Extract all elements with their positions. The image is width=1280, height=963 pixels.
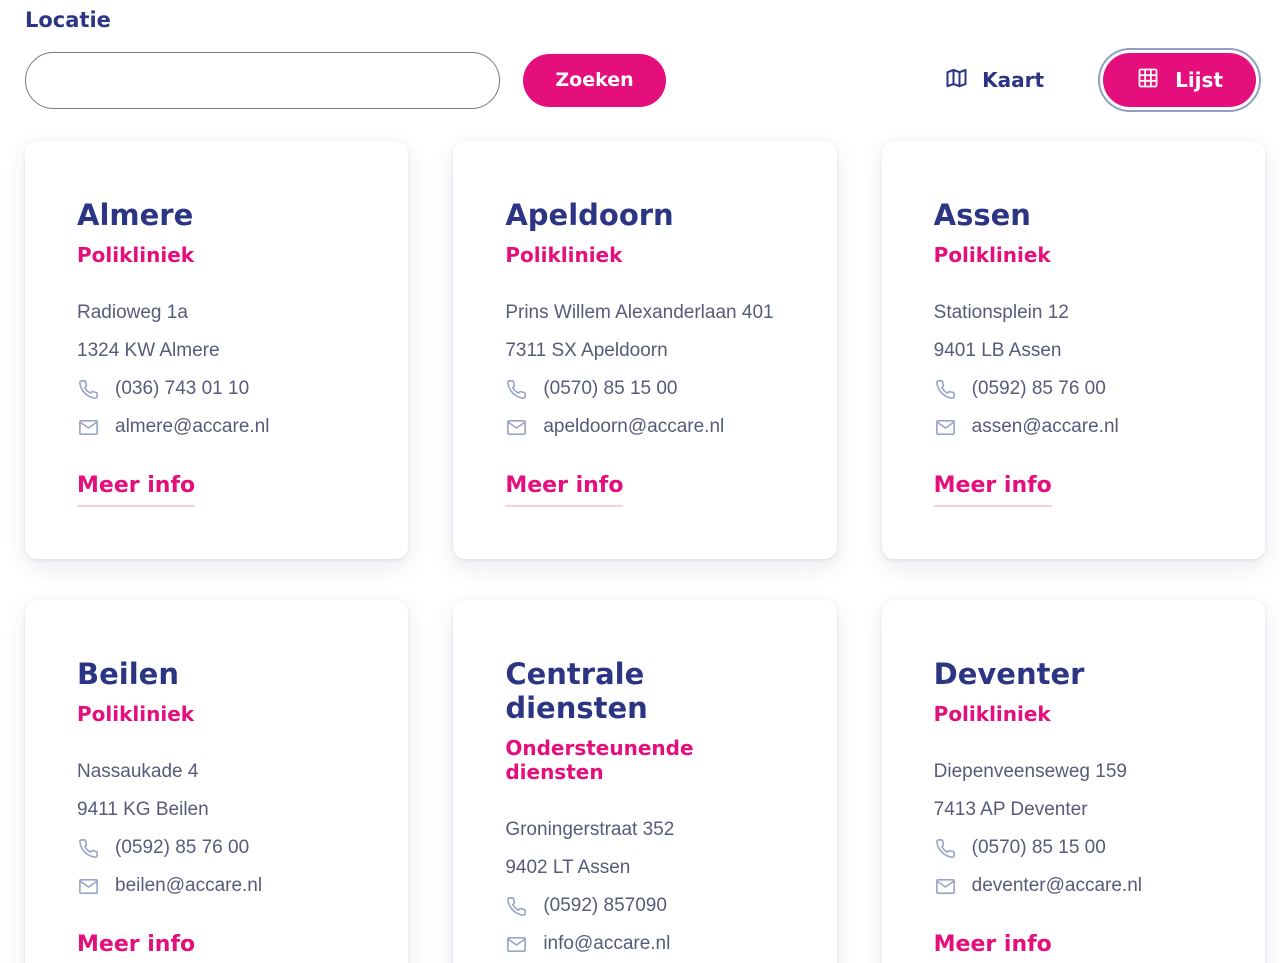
location-address: Radioweg 1a 1324 KW Almere	[77, 294, 362, 370]
address-line: Diepenveenseweg 159	[933, 761, 1127, 782]
location-email[interactable]: almere@accare.nl	[115, 416, 270, 437]
map-toggle-label: Kaart	[982, 68, 1045, 92]
address-line: Nassaukade 4	[77, 761, 199, 782]
location-type: Polikliniek	[505, 243, 623, 267]
location-phone-row: (0570) 85 15 00	[505, 370, 790, 408]
location-email[interactable]: apeldoorn@accare.nl	[543, 416, 725, 437]
location-phone-row: (0592) 85 76 00	[77, 829, 362, 867]
email-icon	[505, 416, 528, 439]
location-card: Centrale diensten Ondersteunende dienste…	[453, 600, 837, 963]
more-info-link[interactable]: Meer info	[505, 473, 624, 507]
address-line: 1324 KW Almere	[77, 340, 220, 361]
address-line: Groningerstraat 352	[505, 819, 675, 840]
address-line: 9411 KG Beilen	[77, 799, 209, 820]
location-name: Centrale diensten	[505, 657, 648, 725]
address-line: 9402 LT Assen	[505, 857, 631, 878]
location-email[interactable]: deventer@accare.nl	[971, 875, 1142, 896]
location-card: Beilen Polikliniek Nassaukade 4 9411 KG B…	[25, 600, 409, 963]
address-line: 7311 SX Apeldoorn	[505, 340, 668, 361]
location-phone-row: (036) 743 01 10	[77, 370, 362, 408]
location-name: Beilen	[77, 657, 179, 691]
location-phone[interactable]: (0592) 857090	[543, 895, 667, 916]
list-toggle-label: Lijst	[1175, 68, 1223, 92]
location-type: Ondersteunende diensten	[505, 736, 694, 784]
location-phone[interactable]: (036) 743 01 10	[115, 378, 250, 399]
location-address: Stationsplein 12 9401 LB Assen	[934, 294, 1219, 370]
location-card: Almere Polikliniek Radioweg 1a 1324 KW Al…	[25, 141, 409, 559]
email-icon	[934, 416, 957, 439]
location-address: Groningerstraat 352 9402 LT Assen	[505, 811, 790, 887]
location-email-row: assen@accare.nl	[934, 408, 1219, 446]
location-phone-row: (0592) 85 76 00	[934, 370, 1219, 408]
address-line: 7413 AP Deventer	[933, 799, 1088, 820]
location-email-row: beilen@accare.nl	[77, 867, 362, 905]
more-info-link[interactable]: Meer info	[933, 473, 1052, 507]
more-info-link[interactable]: Meer info	[934, 932, 1052, 963]
address-line: Prins Willem Alexanderlaan 401	[505, 302, 774, 323]
phone-icon	[934, 837, 957, 860]
location-address: Nassaukade 4 9411 KG Beilen	[77, 753, 362, 829]
locations-grid: Almere Polikliniek Radioweg 1a 1324 KW Al…	[25, 141, 1265, 963]
more-info-link[interactable]: Meer info	[77, 473, 196, 507]
more-info-link[interactable]: Meer info	[77, 932, 195, 963]
location-card: Apeldoorn Polikliniek Prins Willem Alexa…	[453, 141, 837, 559]
address-line: 9401 LB Assen	[933, 340, 1062, 361]
location-type: Polikliniek	[933, 702, 1051, 726]
location-email-row: deventer@accare.nl	[934, 867, 1219, 905]
location-email-row: almere@accare.nl	[77, 408, 362, 446]
email-icon	[934, 875, 957, 898]
location-name: Almere	[77, 198, 194, 232]
location-name: Deventer	[933, 657, 1085, 691]
location-type: Polikliniek	[77, 702, 195, 726]
location-email[interactable]: assen@accare.nl	[971, 416, 1119, 437]
location-card: Deventer Polikliniek Diepenveenseweg 159…	[881, 600, 1265, 963]
location-phone-row: (0592) 857090	[505, 887, 790, 925]
location-type: Polikliniek	[77, 243, 195, 267]
grid-icon	[1136, 66, 1160, 95]
location-phone[interactable]: (0570) 85 15 00	[971, 837, 1106, 858]
email-icon	[77, 875, 100, 898]
location-email[interactable]: beilen@accare.nl	[115, 875, 263, 896]
location-email[interactable]: info@accare.nl	[543, 933, 671, 954]
location-type: Polikliniek	[933, 243, 1051, 267]
location-card: Assen Polikliniek Stationsplein 12 9401 L…	[881, 141, 1265, 559]
location-phone[interactable]: (0592) 85 76 00	[115, 837, 250, 858]
phone-icon	[505, 895, 528, 918]
location-name: Assen	[933, 198, 1031, 232]
page-title: Locatie	[25, 8, 111, 32]
phone-icon	[934, 378, 957, 401]
email-icon	[505, 933, 528, 956]
phone-icon	[505, 378, 528, 401]
list-toggle-ring: Lijst	[1098, 48, 1261, 112]
location-email-row: apeldoorn@accare.nl	[505, 408, 790, 446]
location-phone[interactable]: (0592) 85 76 00	[971, 378, 1106, 399]
map-icon	[942, 66, 971, 95]
location-name: Apeldoorn	[505, 198, 674, 232]
phone-icon	[77, 378, 100, 401]
location-phone[interactable]: (0570) 85 15 00	[543, 378, 678, 399]
search-button[interactable]: Zoeken	[523, 53, 666, 107]
list-toggle-button[interactable]: Lijst	[1103, 53, 1256, 107]
map-toggle-button[interactable]: Kaart	[942, 66, 1044, 95]
location-address: Diepenveenseweg 159 7413 AP Deventer	[934, 753, 1219, 829]
search-controls: Zoeken Kaart Lijst	[25, 46, 1265, 114]
address-line: Stationsplein 12	[933, 302, 1069, 323]
search-input[interactable]	[25, 51, 500, 109]
email-icon	[77, 416, 100, 439]
location-phone-row: (0570) 85 15 00	[934, 829, 1219, 867]
address-line: Radioweg 1a	[77, 302, 188, 323]
location-email-row: info@accare.nl	[505, 925, 790, 963]
location-address: Prins Willem Alexanderlaan 401 7311 SX Ap…	[505, 294, 790, 370]
phone-icon	[77, 837, 100, 860]
